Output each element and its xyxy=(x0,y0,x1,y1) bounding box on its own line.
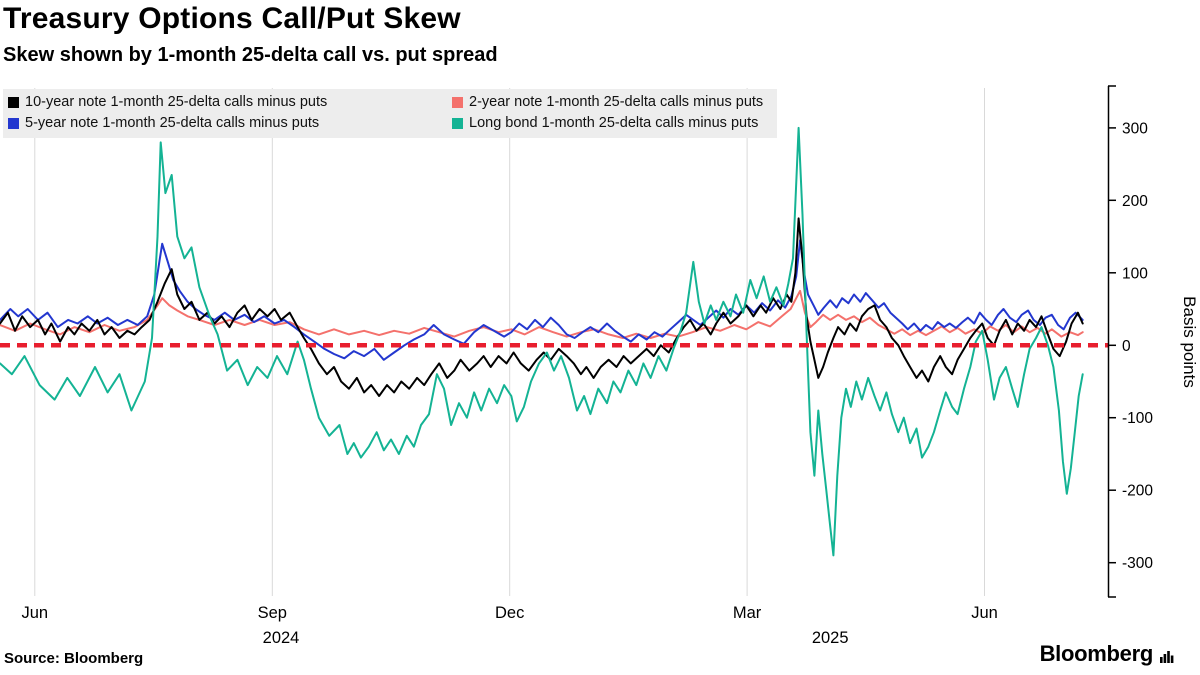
x-year-label: 2024 xyxy=(263,629,300,647)
legend-label: 2-year note 1-month 25-delta calls minus… xyxy=(469,94,764,110)
legend-item-5-year: 5-year note 1-month 25-delta calls minus… xyxy=(8,113,452,133)
bloomberg-logo: Bloomberg xyxy=(1040,641,1174,667)
legend-item-2-year: 2-year note 1-month 25-delta calls minus… xyxy=(452,92,763,112)
x-tick-label: Dec xyxy=(495,604,524,622)
legend-swatch-10-year-icon xyxy=(8,96,19,108)
legend-label: 5-year note 1-month 25-delta calls minus… xyxy=(25,115,320,131)
legend-item-long-bond: Long bond 1-month 25-delta calls minus p… xyxy=(452,113,763,133)
legend-label: Long bond 1-month 25-delta calls minus p… xyxy=(469,115,759,131)
y-tick-label: 200 xyxy=(1122,193,1148,210)
legend-item-10-year: 10-year note 1-month 25-delta calls minu… xyxy=(8,92,452,112)
y-tick-label: 100 xyxy=(1122,265,1148,282)
y-tick-label: -200 xyxy=(1122,483,1153,500)
y-axis-title: Basis points xyxy=(1180,296,1199,388)
source-note: Source: Bloomberg xyxy=(4,650,144,667)
x-tick-label: Jun xyxy=(971,604,998,622)
legend-label: 10-year note 1-month 25-delta calls minu… xyxy=(25,94,328,110)
y-tick-label: 0 xyxy=(1122,338,1131,355)
series-line-5-year-note xyxy=(0,239,1084,361)
y-tick-label: -300 xyxy=(1122,555,1153,572)
x-tick-label: Sep xyxy=(258,604,287,622)
bar-chart-icon xyxy=(1160,651,1174,663)
y-tick-label: -100 xyxy=(1122,410,1153,427)
legend-swatch-2-year-icon xyxy=(452,96,463,108)
page-subtitle: Skew shown by 1-month 25-delta call vs. … xyxy=(3,44,498,66)
x-year-label: 2025 xyxy=(812,629,849,647)
legend-swatch-5-year-icon xyxy=(8,117,19,129)
bloomberg-wordmark: Bloomberg xyxy=(1039,641,1154,666)
y-tick-label: 300 xyxy=(1122,120,1148,137)
x-tick-label: Mar xyxy=(733,604,762,622)
chart-legend: 10-year note 1-month 25-delta calls minu… xyxy=(3,89,778,138)
x-tick-label: Jun xyxy=(21,604,48,622)
series-line-long-bond xyxy=(0,126,1084,557)
series-line-10-year-note xyxy=(0,217,1084,397)
page-title: Treasury Options Call/Put Skew xyxy=(3,2,461,35)
legend-swatch-long-bond-icon xyxy=(452,117,463,129)
